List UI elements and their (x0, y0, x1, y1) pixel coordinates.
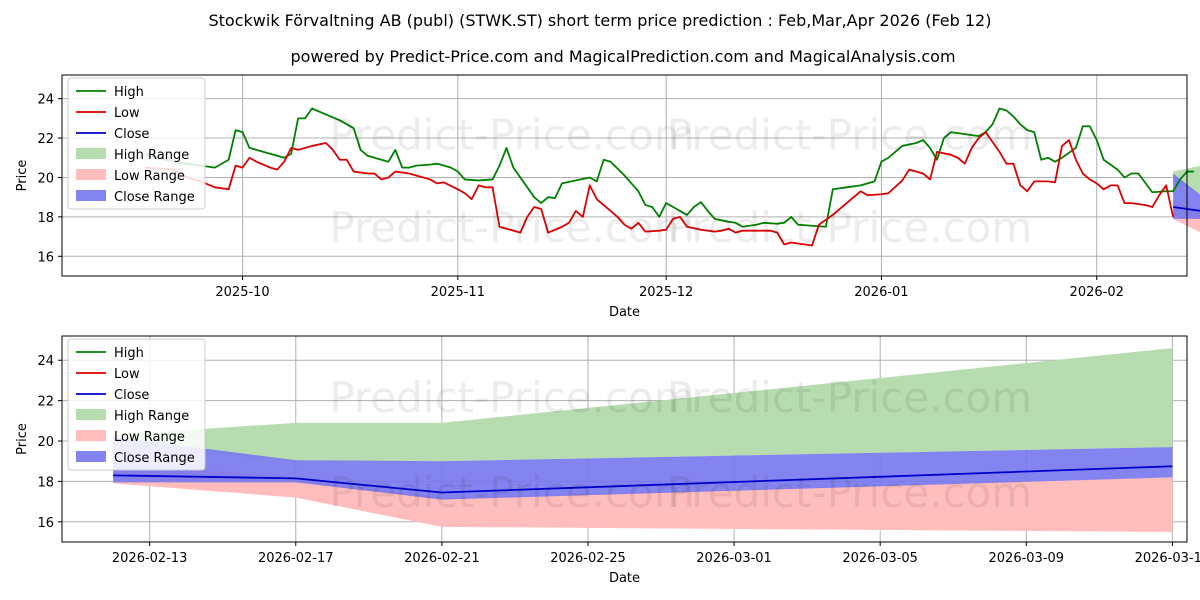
y-tick-label: 22 (37, 395, 54, 410)
y-axis-label: Price (15, 160, 30, 192)
watermark-text: Predict-Price.com (667, 468, 1032, 517)
y-tick-label: 18 (37, 475, 54, 490)
low-series-line (145, 131, 1174, 247)
legend-label: Close (114, 127, 149, 142)
legend-swatch-low-range (76, 169, 106, 180)
chart-subtitle: powered by Predict-Price.com and Magical… (290, 47, 955, 66)
watermark-text: Predict-Price.com (329, 203, 694, 252)
legend-label: Low Range (114, 430, 185, 445)
x-tick-label: 2026-02 (1070, 285, 1124, 300)
x-tick-label: 2025-10 (215, 285, 269, 300)
y-tick-label: 22 (37, 132, 54, 147)
high-range-band (113, 348, 1173, 462)
x-axis-label: Date (609, 305, 640, 320)
x-tick-label: 2026-03-05 (842, 551, 918, 566)
x-tick-label: 2026-02-21 (404, 551, 480, 566)
bottom-panel-forecast-zoom: Predict-Price.comPredict-Price.comPredic… (15, 335, 1200, 586)
y-tick-label: 18 (37, 211, 54, 226)
legend-swatch-close-range (76, 190, 106, 201)
legend-label: High Range (114, 148, 189, 163)
legend-label: Low Range (114, 169, 185, 184)
y-tick-label: 16 (37, 516, 54, 531)
watermark-text: Predict-Price.com (329, 373, 694, 422)
plot-frame (61, 74, 1188, 277)
plot-frame (61, 335, 1188, 543)
legend-label: Close Range (114, 451, 195, 466)
y-tick-label: 20 (37, 435, 54, 450)
legend-label: High (114, 346, 144, 361)
top-panel-history-and-forecast: Predict-Price.comPredict-Price.comPredic… (15, 74, 1200, 320)
x-tick-label: 2025-11 (431, 285, 485, 300)
y-tick-label: 24 (37, 93, 54, 108)
x-tick-label: 2026-01 (854, 285, 908, 300)
x-tick-label: 2026-02-13 (112, 551, 188, 566)
low-range-band (113, 463, 1173, 532)
legend-label: High (114, 85, 144, 100)
x-axis-label: Date (609, 571, 640, 586)
legend-label: Close Range (114, 190, 195, 205)
x-tick-label: 2026-02-25 (550, 551, 626, 566)
watermark-text: Predict-Price.com (329, 110, 694, 159)
chart-title: Stockwik Förvaltning AB (publ) (STWK.ST)… (209, 11, 992, 30)
x-tick-label: 2026-03-09 (989, 551, 1065, 566)
watermark-text: Predict-Price.com (667, 110, 1032, 159)
legend-swatch-high-range (76, 148, 106, 159)
watermark-text: Predict-Price.com (667, 373, 1032, 422)
high-series-line (145, 107, 1194, 228)
x-tick-label: 2025-12 (639, 285, 693, 300)
legend-label: High Range (114, 409, 189, 424)
close-range-band (113, 436, 1173, 500)
legend-label: Low (114, 106, 140, 121)
x-tick-label: 2026-02-17 (258, 551, 334, 566)
watermark-text: Predict-Price.com (329, 468, 694, 517)
x-tick-label: 2026-03-01 (696, 551, 772, 566)
legend-swatch-high-range (76, 409, 106, 420)
legend-label: Low (114, 367, 140, 382)
close-series-line (113, 465, 1173, 494)
x-tick-label: 2026-03-13 (1135, 551, 1200, 566)
y-tick-label: 20 (37, 171, 54, 186)
y-axis-label: Price (15, 423, 30, 455)
legend-swatch-low-range (76, 430, 106, 441)
legend-label: Close (114, 388, 149, 403)
watermark-text: Predict-Price.com (667, 203, 1032, 252)
y-tick-label: 16 (37, 250, 54, 265)
y-tick-label: 24 (37, 354, 54, 369)
legend-swatch-close-range (76, 451, 106, 462)
